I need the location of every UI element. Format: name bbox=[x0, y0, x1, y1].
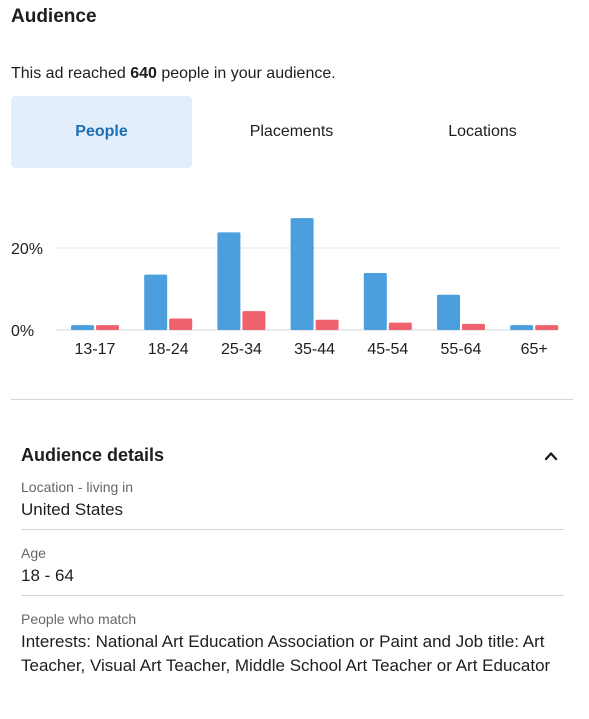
age-label: Age bbox=[21, 545, 46, 561]
bar-13-17-series-2[interactable] bbox=[96, 325, 119, 330]
audience-details-header[interactable]: Audience details bbox=[21, 445, 564, 469]
field-divider bbox=[21, 595, 564, 596]
bar-35-44-series-1[interactable] bbox=[290, 218, 314, 330]
y-tick-label: 20% bbox=[11, 241, 43, 258]
bar-18-24-series-1[interactable] bbox=[144, 274, 168, 330]
reach-prefix: This ad reached bbox=[11, 65, 131, 82]
section-divider bbox=[11, 399, 573, 400]
tab-locations[interactable]: Locations bbox=[448, 123, 517, 140]
tab-people[interactable]: People bbox=[11, 96, 192, 168]
interests-label: People who match bbox=[21, 611, 137, 627]
bar-45-54-series-2[interactable] bbox=[388, 322, 412, 330]
bar-65+-series-1[interactable] bbox=[510, 325, 534, 330]
age-value: 18 - 64 bbox=[21, 566, 74, 585]
x-tick-label: 45-54 bbox=[367, 341, 408, 358]
reach-summary: This ad reached 640 people in your audie… bbox=[11, 65, 336, 83]
x-tick-label: 18-24 bbox=[148, 341, 189, 358]
y-tick-label: 0% bbox=[11, 323, 34, 340]
audience-details-title: Audience details bbox=[21, 445, 165, 465]
interests-field: People who match Interests: National Art… bbox=[21, 611, 564, 678]
field-divider bbox=[21, 529, 564, 530]
page-title: Audience bbox=[11, 6, 97, 27]
bar-13-17-series-1[interactable] bbox=[71, 325, 94, 330]
reach-suffix: people in your audience. bbox=[156, 65, 336, 82]
location-field: Location - living in United States bbox=[21, 479, 564, 530]
age-distribution-chart: 0% 20% 13-17 18-24 25-34 35-44 45-54 55-64 65+ bbox=[11, 218, 559, 358]
bar-35-44-series-2[interactable] bbox=[315, 319, 339, 330]
x-tick-label: 13-17 bbox=[75, 341, 116, 358]
bar-25-34-series-1[interactable] bbox=[217, 232, 241, 330]
x-tick-label: 65+ bbox=[521, 341, 548, 358]
interests-value: Interests: National Art Education Associ… bbox=[21, 632, 551, 675]
audience-tabs: People Placements Locations bbox=[11, 96, 575, 168]
location-label: Location - living in bbox=[21, 479, 134, 495]
x-tick-label: 25-34 bbox=[221, 341, 262, 358]
tab-placements[interactable]: Placements bbox=[249, 123, 334, 140]
chevron-up-icon[interactable] bbox=[544, 449, 558, 463]
age-field: Age 18 - 64 bbox=[21, 545, 564, 596]
bar-25-34-series-2[interactable] bbox=[242, 311, 266, 330]
bar-18-24-series-2[interactable] bbox=[169, 318, 193, 330]
bar-45-54-series-1[interactable] bbox=[363, 273, 387, 330]
reach-count: 640 bbox=[130, 65, 157, 82]
location-value: United States bbox=[21, 500, 124, 519]
bar-55-64-series-1[interactable] bbox=[437, 294, 460, 330]
x-tick-label: 35-44 bbox=[294, 341, 335, 358]
x-tick-label: 55-64 bbox=[441, 341, 482, 358]
bar-65+-series-2[interactable] bbox=[535, 325, 559, 330]
bar-55-64-series-2[interactable] bbox=[462, 323, 485, 330]
